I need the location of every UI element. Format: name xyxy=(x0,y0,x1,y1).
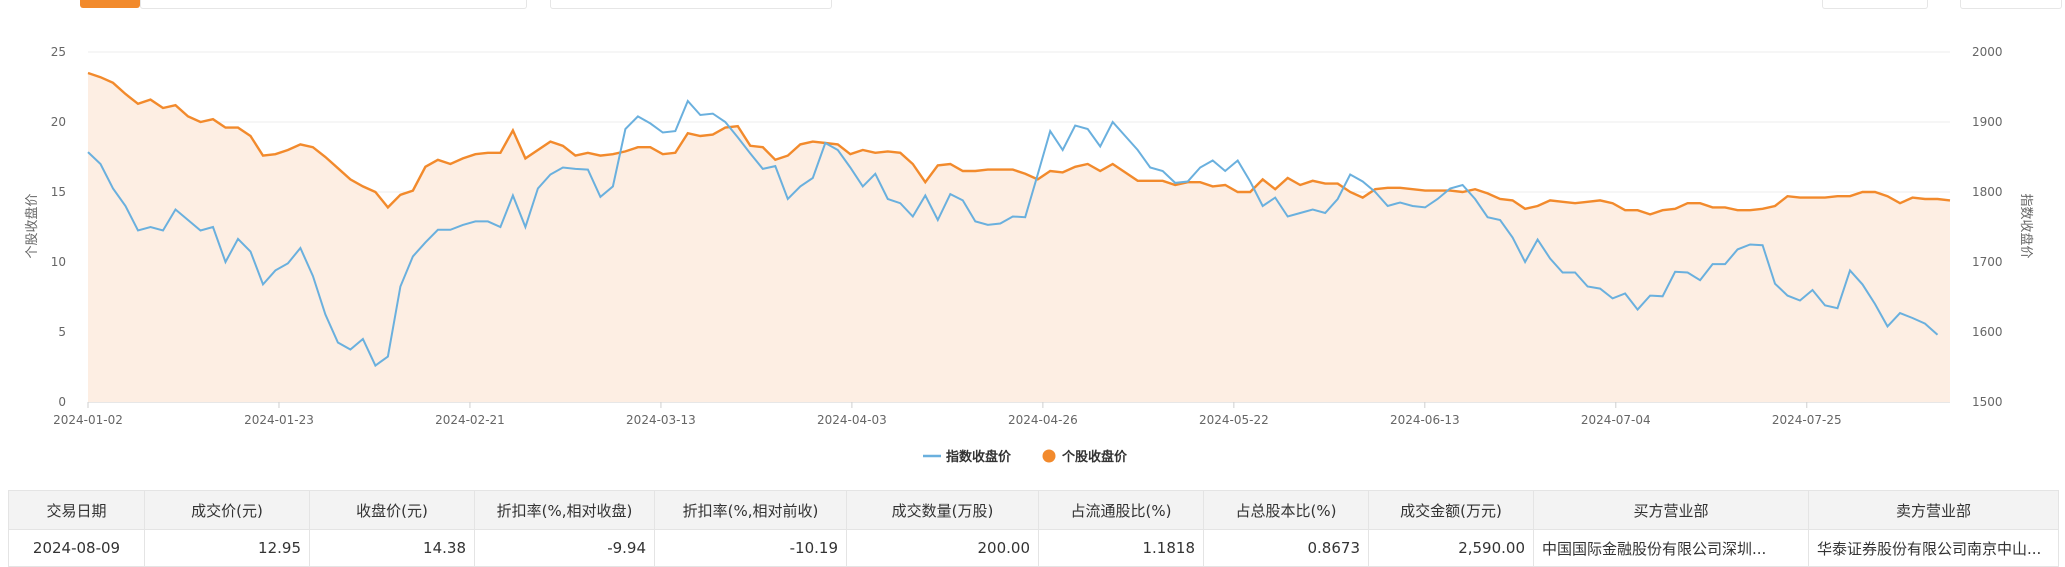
cell-discount-close: -9.94 xyxy=(474,529,655,567)
header-seller[interactable]: 卖方营业部 xyxy=(1808,490,2059,530)
cell-trade-price: 12.95 xyxy=(144,529,310,567)
x-tick-label: 2024-07-04 xyxy=(1581,413,1651,427)
right-tick-label: 2000 xyxy=(1972,45,2003,59)
x-tick-label: 2024-04-03 xyxy=(817,413,887,427)
right-tick-label: 1700 xyxy=(1972,255,2003,269)
right-tick-label: 1800 xyxy=(1972,185,2003,199)
cell-amount: 2,590.00 xyxy=(1368,529,1534,567)
block-trade-table: 交易日期 成交价(元) 收盘价(元) 折扣率(%,相对收盘) 折扣率(%,相对前… xyxy=(8,490,2059,567)
header-trade-price[interactable]: 成交价(元) xyxy=(144,490,310,530)
right-tick-label: 1900 xyxy=(1972,115,2003,129)
left-tick-label: 5 xyxy=(58,325,66,339)
right-tick-label: 1600 xyxy=(1972,325,2003,339)
legend-stock-label: 个股收盘价 xyxy=(1061,449,1128,465)
cell-close-price: 14.38 xyxy=(309,529,475,567)
x-tick-label: 2024-02-21 xyxy=(435,413,505,427)
cell-volume: 200.00 xyxy=(846,529,1039,567)
legend[interactable]: 指数收盘价 个股收盘价 xyxy=(923,449,1128,465)
header-volume[interactable]: 成交数量(万股) xyxy=(846,490,1039,530)
date-range-input-2[interactable] xyxy=(550,0,832,9)
right-axis-label: 指数收盘价 xyxy=(2018,193,2034,258)
x-tick-label: 2024-07-25 xyxy=(1772,413,1842,427)
legend-index-label: 指数收盘价 xyxy=(946,449,1012,465)
right-tick-label: 1500 xyxy=(1972,395,2003,409)
stock-price-line xyxy=(87,71,1951,216)
left-tick-label: 10 xyxy=(51,255,66,269)
left-axis-label: 个股收盘价 xyxy=(24,193,40,258)
header-total-ratio[interactable]: 占总股本比(%) xyxy=(1203,490,1369,530)
header-discount-close[interactable]: 折扣率(%,相对收盘) xyxy=(474,490,655,530)
right-axis-ticks: 1500 1600 1700 1800 1900 2000 xyxy=(1972,45,2003,409)
left-axis-ticks: 0 5 10 15 20 25 xyxy=(51,45,66,409)
excel-button[interactable] xyxy=(1960,0,2062,9)
x-tick-label: 2024-01-23 xyxy=(244,413,314,427)
header-trade-date[interactable]: 交易日期 xyxy=(8,490,145,530)
left-tick-label: 15 xyxy=(51,185,66,199)
header-close-price[interactable]: 收盘价(元) xyxy=(309,490,475,530)
x-tick-label: 2024-01-02 xyxy=(53,413,123,427)
index-price-line xyxy=(87,99,1939,368)
left-tick-label: 25 xyxy=(51,45,66,59)
x-axis-ticks: 2024-01-02 2024-01-23 2024-02-21 2024-03-13… xyxy=(53,402,1842,427)
header-discount-prev[interactable]: 折扣率(%,相对前收) xyxy=(654,490,847,530)
header-buyer[interactable]: 买方营业部 xyxy=(1533,490,1809,530)
cell-seller[interactable]: 华泰证券股份有限公司南京中山... xyxy=(1808,529,2059,567)
left-tick-label: 20 xyxy=(51,115,66,129)
cell-buyer[interactable]: 中国国际金融股份有限公司深圳... xyxy=(1533,529,1809,567)
x-tick-label: 2024-04-26 xyxy=(1008,413,1078,427)
header-amount[interactable]: 成交金额(万元) xyxy=(1368,490,1534,530)
legend-item-index[interactable]: 指数收盘价 xyxy=(923,449,1012,465)
header-float-ratio[interactable]: 占流通股比(%) xyxy=(1038,490,1204,530)
active-tab-button[interactable] xyxy=(80,0,140,8)
x-tick-label: 2024-05-22 xyxy=(1199,413,1269,427)
table-header-row: 交易日期 成交价(元) 收盘价(元) 折扣率(%,相对收盘) 折扣率(%,相对前… xyxy=(8,490,2059,530)
table-row[interactable]: 2024-08-09 12.95 14.38 -9.94 -10.19 200.… xyxy=(8,529,2059,567)
export-button[interactable] xyxy=(1822,0,1928,9)
cell-float-ratio: 1.1818 xyxy=(1038,529,1204,567)
date-range-input[interactable] xyxy=(140,0,527,9)
legend-item-stock[interactable]: 个股收盘价 xyxy=(1042,449,1129,465)
price-chart: 0 5 10 15 20 25 1500 1600 1700 1800 1900 2000 2024… xyxy=(24,45,2034,465)
cell-trade-date: 2024-08-09 xyxy=(8,529,145,567)
x-tick-label: 2024-06-13 xyxy=(1390,413,1460,427)
left-tick-label: 0 xyxy=(58,395,66,409)
top-toolbar xyxy=(0,0,2065,14)
x-tick-label: 2024-03-13 xyxy=(626,413,696,427)
cell-total-ratio: 0.8673 xyxy=(1203,529,1369,567)
cell-discount-prev: -10.19 xyxy=(654,529,847,567)
stock-price-area xyxy=(88,73,1950,402)
